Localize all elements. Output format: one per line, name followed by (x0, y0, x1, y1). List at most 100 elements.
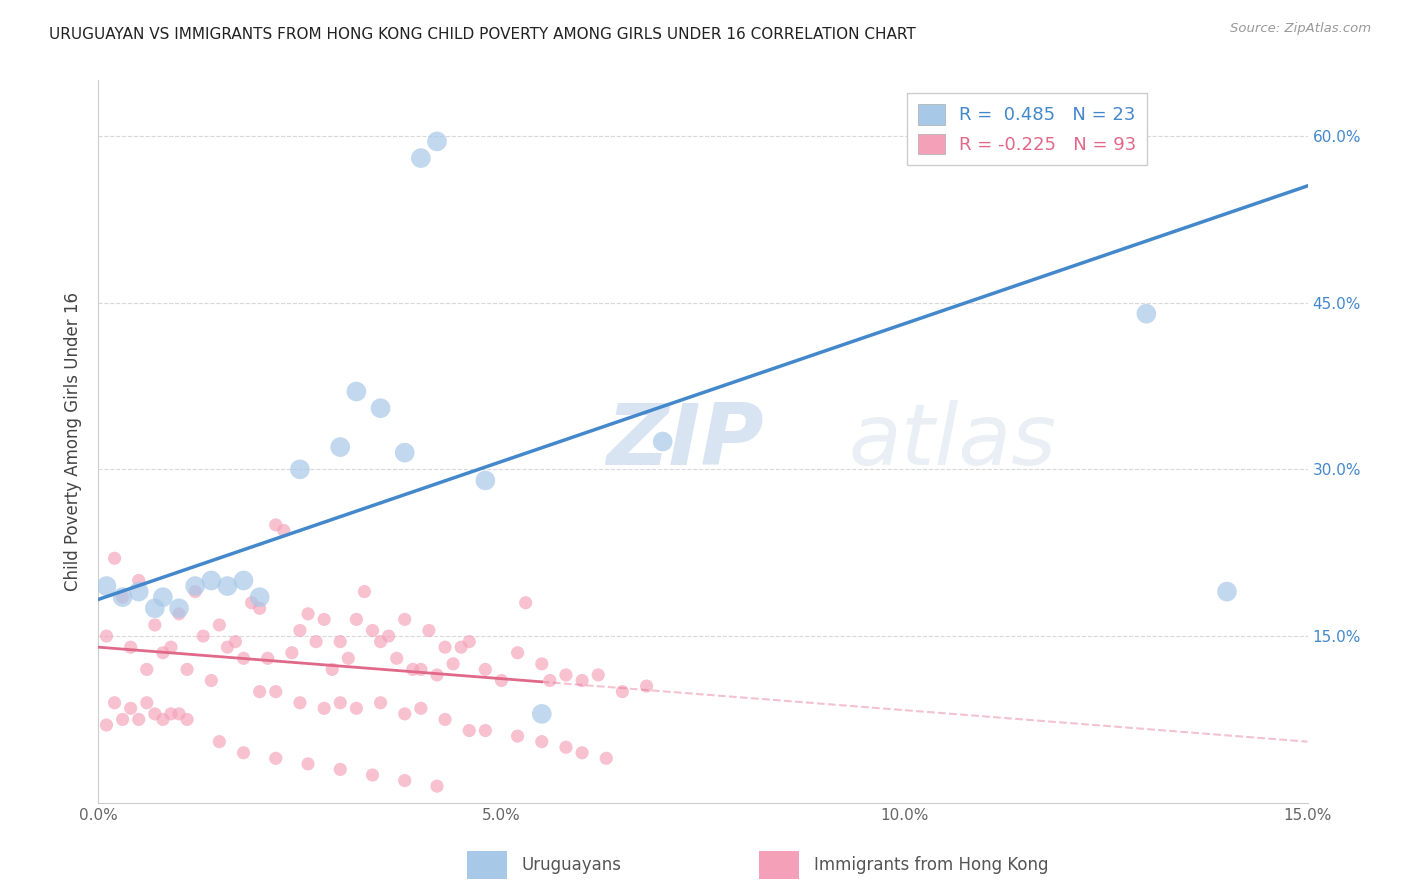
Point (337, 651, 360, 665)
Point (288, 696, 311, 710)
Point (586, 668, 609, 682)
Point (111, 590, 134, 604)
Point (329, 763, 352, 777)
Bar (759, 851, 800, 879)
Point (152, 590, 174, 604)
Point (103, 551, 125, 566)
Point (394, 445, 416, 459)
Text: ZIP: ZIP (606, 400, 763, 483)
Point (571, 673, 593, 688)
Point (128, 574, 150, 588)
Point (612, 684, 634, 698)
Point (434, 640, 457, 655)
Point (370, 401, 392, 416)
Text: Immigrants from Hong Kong: Immigrants from Hong Kong (814, 855, 1049, 874)
Point (426, 779, 449, 793)
Point (402, 662, 425, 676)
Point (434, 713, 457, 727)
Point (353, 584, 375, 599)
Point (249, 590, 271, 604)
Point (506, 646, 529, 660)
Point (297, 607, 319, 621)
Point (538, 673, 561, 688)
Point (370, 634, 392, 648)
Point (1135, 307, 1157, 321)
Y-axis label: Child Poverty Among Girls Under 16: Child Poverty Among Girls Under 16 (65, 292, 83, 591)
Point (530, 657, 553, 671)
Point (370, 696, 392, 710)
Point (426, 668, 449, 682)
Point (120, 640, 142, 655)
Point (96, 579, 118, 593)
Point (458, 634, 481, 648)
Point (160, 640, 183, 655)
Point (193, 629, 215, 643)
Point (167, 601, 190, 615)
Point (515, 596, 537, 610)
Point (152, 713, 174, 727)
Point (152, 646, 174, 660)
Point (555, 668, 578, 682)
Point (111, 590, 134, 604)
Point (232, 574, 254, 588)
Point (224, 634, 246, 648)
Point (555, 740, 578, 755)
Point (377, 629, 399, 643)
Point (264, 517, 287, 532)
Point (176, 662, 198, 676)
Point (394, 612, 416, 626)
Point (571, 746, 593, 760)
Point (394, 773, 416, 788)
Point (321, 662, 343, 676)
Point (111, 713, 134, 727)
Point (450, 640, 472, 655)
Point (458, 723, 481, 738)
Legend: R =  0.485   N = 23, R = -0.225   N = 93: R = 0.485 N = 23, R = -0.225 N = 93 (907, 93, 1147, 165)
Point (184, 584, 207, 599)
Point (135, 662, 157, 676)
Point (143, 706, 166, 721)
Point (96, 629, 118, 643)
Point (217, 640, 239, 655)
Point (385, 651, 408, 665)
Point (103, 696, 125, 710)
Text: Source: ZipAtlas.com: Source: ZipAtlas.com (1230, 22, 1371, 36)
Point (232, 651, 254, 665)
Point (167, 607, 190, 621)
Point (120, 701, 142, 715)
Point (273, 524, 295, 538)
Point (297, 756, 319, 771)
Bar (467, 851, 508, 879)
Point (409, 151, 432, 165)
Point (418, 624, 440, 638)
Point (344, 384, 367, 399)
Point (474, 723, 496, 738)
Point (329, 634, 352, 648)
Point (474, 474, 496, 488)
Point (530, 734, 553, 748)
Point (426, 135, 449, 149)
Point (329, 440, 352, 454)
Point (143, 601, 166, 615)
Text: atlas: atlas (848, 400, 1056, 483)
Point (409, 701, 432, 715)
Point (329, 696, 352, 710)
Point (474, 662, 496, 676)
Text: URUGUAYAN VS IMMIGRANTS FROM HONG KONG CHILD POVERTY AMONG GIRLS UNDER 16 CORREL: URUGUAYAN VS IMMIGRANTS FROM HONG KONG C… (49, 27, 915, 42)
Point (249, 601, 271, 615)
Point (636, 679, 658, 693)
Point (256, 651, 278, 665)
Point (128, 584, 150, 599)
Point (651, 434, 673, 449)
Point (288, 462, 311, 476)
Point (441, 657, 464, 671)
Point (595, 751, 617, 765)
Point (232, 746, 254, 760)
Point (506, 729, 529, 743)
Point (281, 646, 304, 660)
Point (96, 718, 118, 732)
Point (176, 713, 198, 727)
Point (128, 713, 150, 727)
Point (135, 696, 157, 710)
Text: Uruguayans: Uruguayans (522, 855, 621, 874)
